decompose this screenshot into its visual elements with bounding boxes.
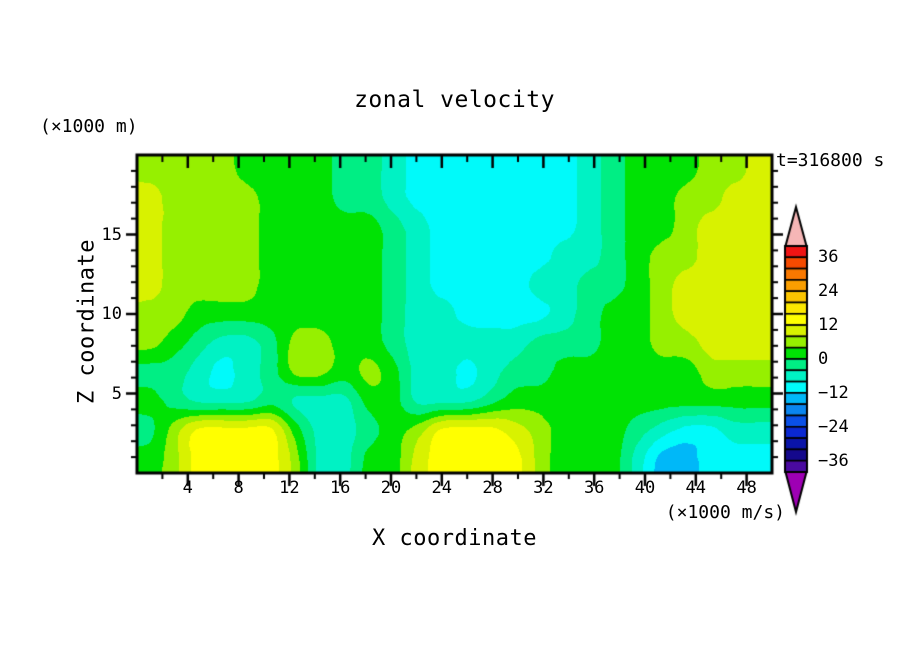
x-axis-tick-label: 20	[380, 478, 402, 498]
x-axis-tick-label: 8	[233, 478, 244, 498]
colorbar-tick-label: 24	[818, 281, 839, 302]
z-axis-tick-label: 15	[101, 224, 122, 245]
z-axis-tick-label: 5	[111, 383, 122, 404]
colorbar-tick-label: −24	[818, 416, 849, 437]
x-axis-tick-label: 32	[533, 478, 554, 498]
colorbar-tick-label: 12	[818, 315, 839, 336]
x-axis-tick-label: 16	[329, 478, 351, 498]
x-axis-tick-label: 12	[279, 478, 300, 498]
z-axis-units-label: (×1000 m)	[40, 116, 138, 137]
x-axis-tick-label: 28	[482, 478, 503, 498]
colorbar-tick-label: −12	[818, 382, 849, 403]
x-axis-tick-label: 44	[685, 478, 707, 498]
x-axis-tick-label: 36	[583, 478, 605, 498]
time-annotation: t=316800 s	[776, 150, 885, 171]
colorbar-units-label: (×1000 m/s)	[665, 502, 785, 523]
colorbar-tick-label: 0	[818, 349, 829, 369]
x-axis-tick-label: 4	[182, 478, 193, 498]
x-axis-tick-label: 48	[736, 478, 757, 498]
z-axis-tick-label: 10	[101, 304, 122, 324]
x-axis-tick-label: 40	[634, 478, 656, 498]
colorbar-tick-label: −36	[818, 450, 849, 471]
colorbar-tick-label: 36	[818, 247, 839, 268]
x-axis-tick-label: 24	[431, 478, 453, 498]
chart-title: zonal velocity	[354, 87, 555, 113]
x-axis-title: X coordinate	[372, 526, 537, 551]
